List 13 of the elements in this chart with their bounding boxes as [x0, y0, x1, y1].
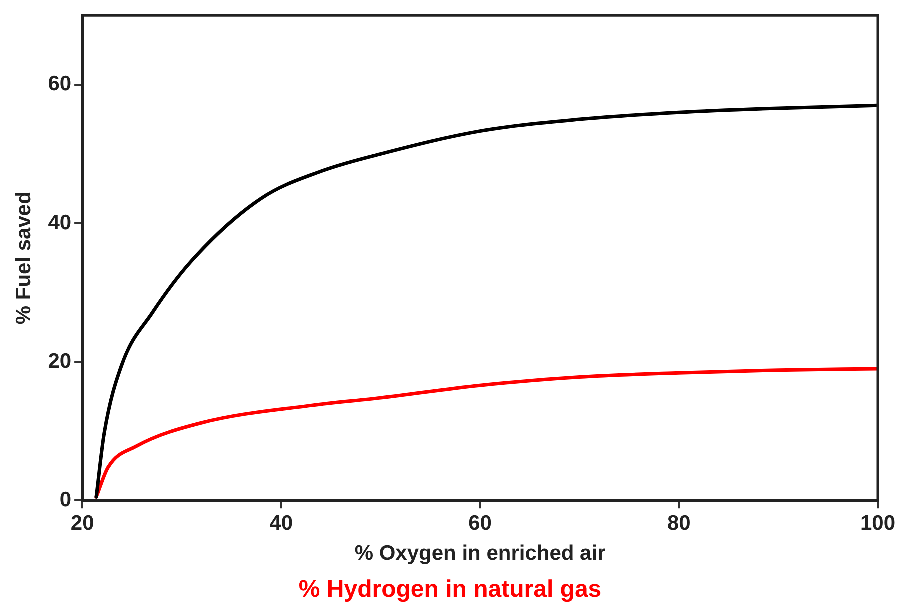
x-axis-title: % Oxygen in enriched air: [354, 542, 606, 566]
x-tick-label: 60: [468, 512, 492, 535]
x-tick-label: 80: [667, 512, 691, 535]
text: % Hydrogen in natural gas: [298, 576, 602, 603]
x-tick-label: 40: [270, 512, 294, 535]
line-series: [94, 104, 878, 499]
y-tick-label: 20: [48, 350, 72, 373]
y-axis-title: % Fuel saved: [12, 192, 36, 325]
y-tick-label: 0: [60, 488, 72, 512]
x-tick-label: 20: [70, 512, 94, 535]
x-tick-label: 100: [860, 512, 896, 535]
y-tick-label: 40: [48, 211, 72, 234]
y-tick-label: 60: [48, 72, 72, 96]
